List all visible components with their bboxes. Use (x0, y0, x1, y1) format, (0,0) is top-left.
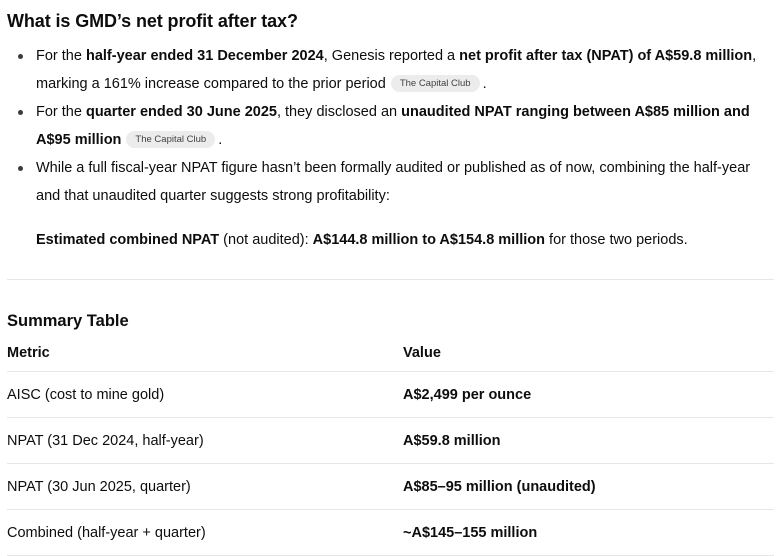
table-row-npat-quarter: NPAT (30 Jun 2025, quarter) A$85–95 mill… (7, 463, 774, 510)
text-run: For the (36, 48, 86, 64)
bullet-item-quarter: For the quarter ended 30 June 2025, they… (7, 98, 774, 154)
summary-table-heading: Summary Table (7, 312, 129, 330)
bold-run: half-year ended 31 December 2024 (85, 48, 324, 64)
bold-run: quarter ended 30 June 2025 (85, 104, 277, 120)
table-row-combined: Combined (half-year + quarter) ~A$145–15… (7, 509, 774, 556)
table-row-npat-half-year: NPAT (31 Dec 2024, half-year) A$59.8 mil… (7, 417, 774, 464)
summary-table: Metric Value AISC (cost to mine gold) A$… (7, 344, 774, 556)
value-cell: A$2,499 per ounce (403, 371, 774, 418)
metric-cell: AISC (cost to mine gold) (7, 371, 403, 418)
text-run: While a full fiscal-year NPAT figure has… (36, 160, 751, 204)
metric-cell: NPAT (30 Jun 2025, quarter) (7, 463, 403, 510)
bullet-list: For the half-year ended 31 December 2024… (7, 42, 774, 254)
value-cell: A$85–95 million (unaudited) (403, 463, 774, 510)
text-run: For the (36, 104, 86, 120)
metric-cell: NPAT (31 Dec 2024, half-year) (7, 417, 403, 464)
citation-badge[interactable]: The Capital Club (126, 131, 216, 148)
metric-cell: Combined (half-year + quarter) (7, 509, 403, 556)
bold-run: A$144.8 million to A$154.8 million (312, 232, 546, 248)
text-run: , they disclosed an (276, 104, 402, 120)
bullet-item-half-year: For the half-year ended 31 December 2024… (7, 42, 774, 98)
column-header-value: Value (403, 344, 774, 372)
question-heading: What is GMD’s net profit after tax? (7, 11, 298, 31)
text-run: . (218, 132, 223, 148)
bold-run: net profit after tax (NPAT) of A$59.8 mi… (459, 48, 753, 64)
bold-run: Estimated combined NPAT (36, 232, 220, 248)
table-header-row: Metric Value (7, 344, 774, 372)
text-run: . (482, 76, 487, 92)
estimate-paragraph: Estimated combined NPAT (not audited): A… (36, 226, 774, 254)
citation-badge[interactable]: The Capital Club (390, 75, 480, 92)
value-cell: A$59.8 million (403, 417, 774, 464)
table-row-aisc: AISC (cost to mine gold) A$2,499 per oun… (7, 371, 774, 418)
bold-run: unaudited NPAT ranging between A$85 mill… (36, 104, 750, 148)
text-run: , marking a 161% increase compared to th… (36, 48, 757, 92)
section-divider (7, 279, 774, 280)
text-run: , Genesis reported a (323, 48, 460, 64)
value-cell: ~A$145–155 million (403, 509, 774, 556)
bullet-item-combined: While a full fiscal-year NPAT figure has… (7, 154, 774, 254)
text-run: for those two periods. (545, 232, 688, 248)
column-header-metric: Metric (7, 344, 403, 372)
text-run: (not audited): (219, 232, 313, 248)
